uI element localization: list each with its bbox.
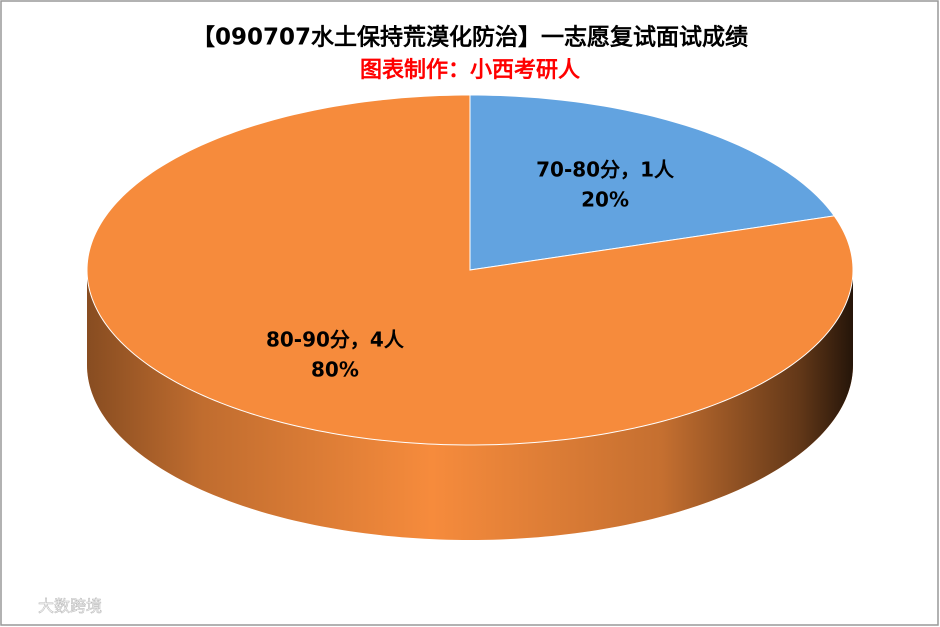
slice-value-label: 80% (311, 357, 359, 381)
slice-category-label: 70-80分，1人 (536, 158, 675, 182)
watermark: 大数跨境 (38, 597, 102, 616)
slice (469, 94, 836, 271)
slice (86, 94, 854, 446)
chart-title: 【090707水土保持荒漠化防治】一志愿复试面试成绩 (192, 24, 748, 51)
side-shading (87, 270, 853, 540)
chart-subtitle: 图表制作：小西考研人 (360, 58, 580, 83)
slice-value-label: 20% (581, 188, 629, 212)
pie (86, 94, 854, 540)
slice-category-label: 80-90分，4人 (266, 327, 405, 351)
